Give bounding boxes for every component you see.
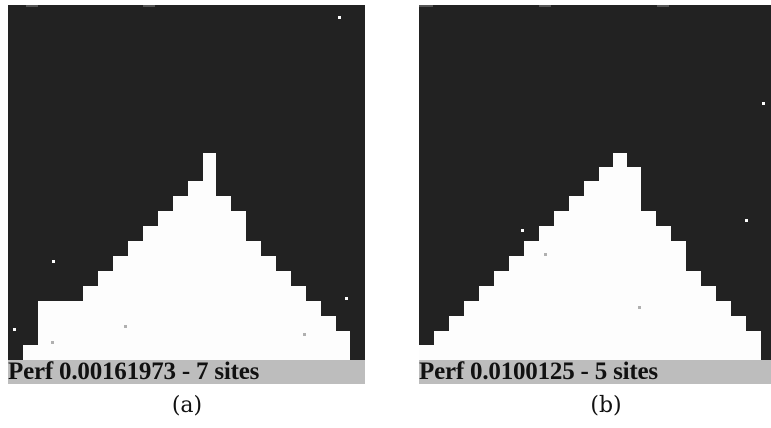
site-marker <box>124 325 127 328</box>
edge-mark <box>657 5 669 7</box>
site-marker <box>745 219 748 222</box>
panel-a: Perf 0.00161973 - 7 sites <box>8 5 365 384</box>
caption-a: (a) <box>171 393 203 418</box>
site-marker <box>338 16 341 19</box>
site-marker <box>345 297 348 300</box>
site-marker <box>762 102 765 105</box>
caption-b: (b) <box>590 393 622 418</box>
white-region <box>419 153 761 360</box>
edge-mark <box>26 5 38 7</box>
white-region <box>23 153 350 360</box>
site-marker <box>52 260 55 263</box>
edge-mark <box>143 5 155 7</box>
site-marker <box>51 341 54 344</box>
footer-a: Perf 0.00161973 - 7 sites <box>8 360 365 384</box>
grid-image-b <box>419 5 771 360</box>
edge-mark <box>419 5 433 7</box>
edge-mark <box>539 5 551 7</box>
footer-b: Perf 0.0100125 - 5 sites <box>419 360 771 384</box>
site-marker <box>13 328 16 331</box>
site-marker <box>521 229 524 232</box>
site-marker <box>544 253 547 256</box>
site-marker <box>303 333 306 336</box>
grid-image-a <box>8 5 365 360</box>
site-marker <box>638 306 641 309</box>
panel-b: Perf 0.0100125 - 5 sites <box>419 5 771 384</box>
